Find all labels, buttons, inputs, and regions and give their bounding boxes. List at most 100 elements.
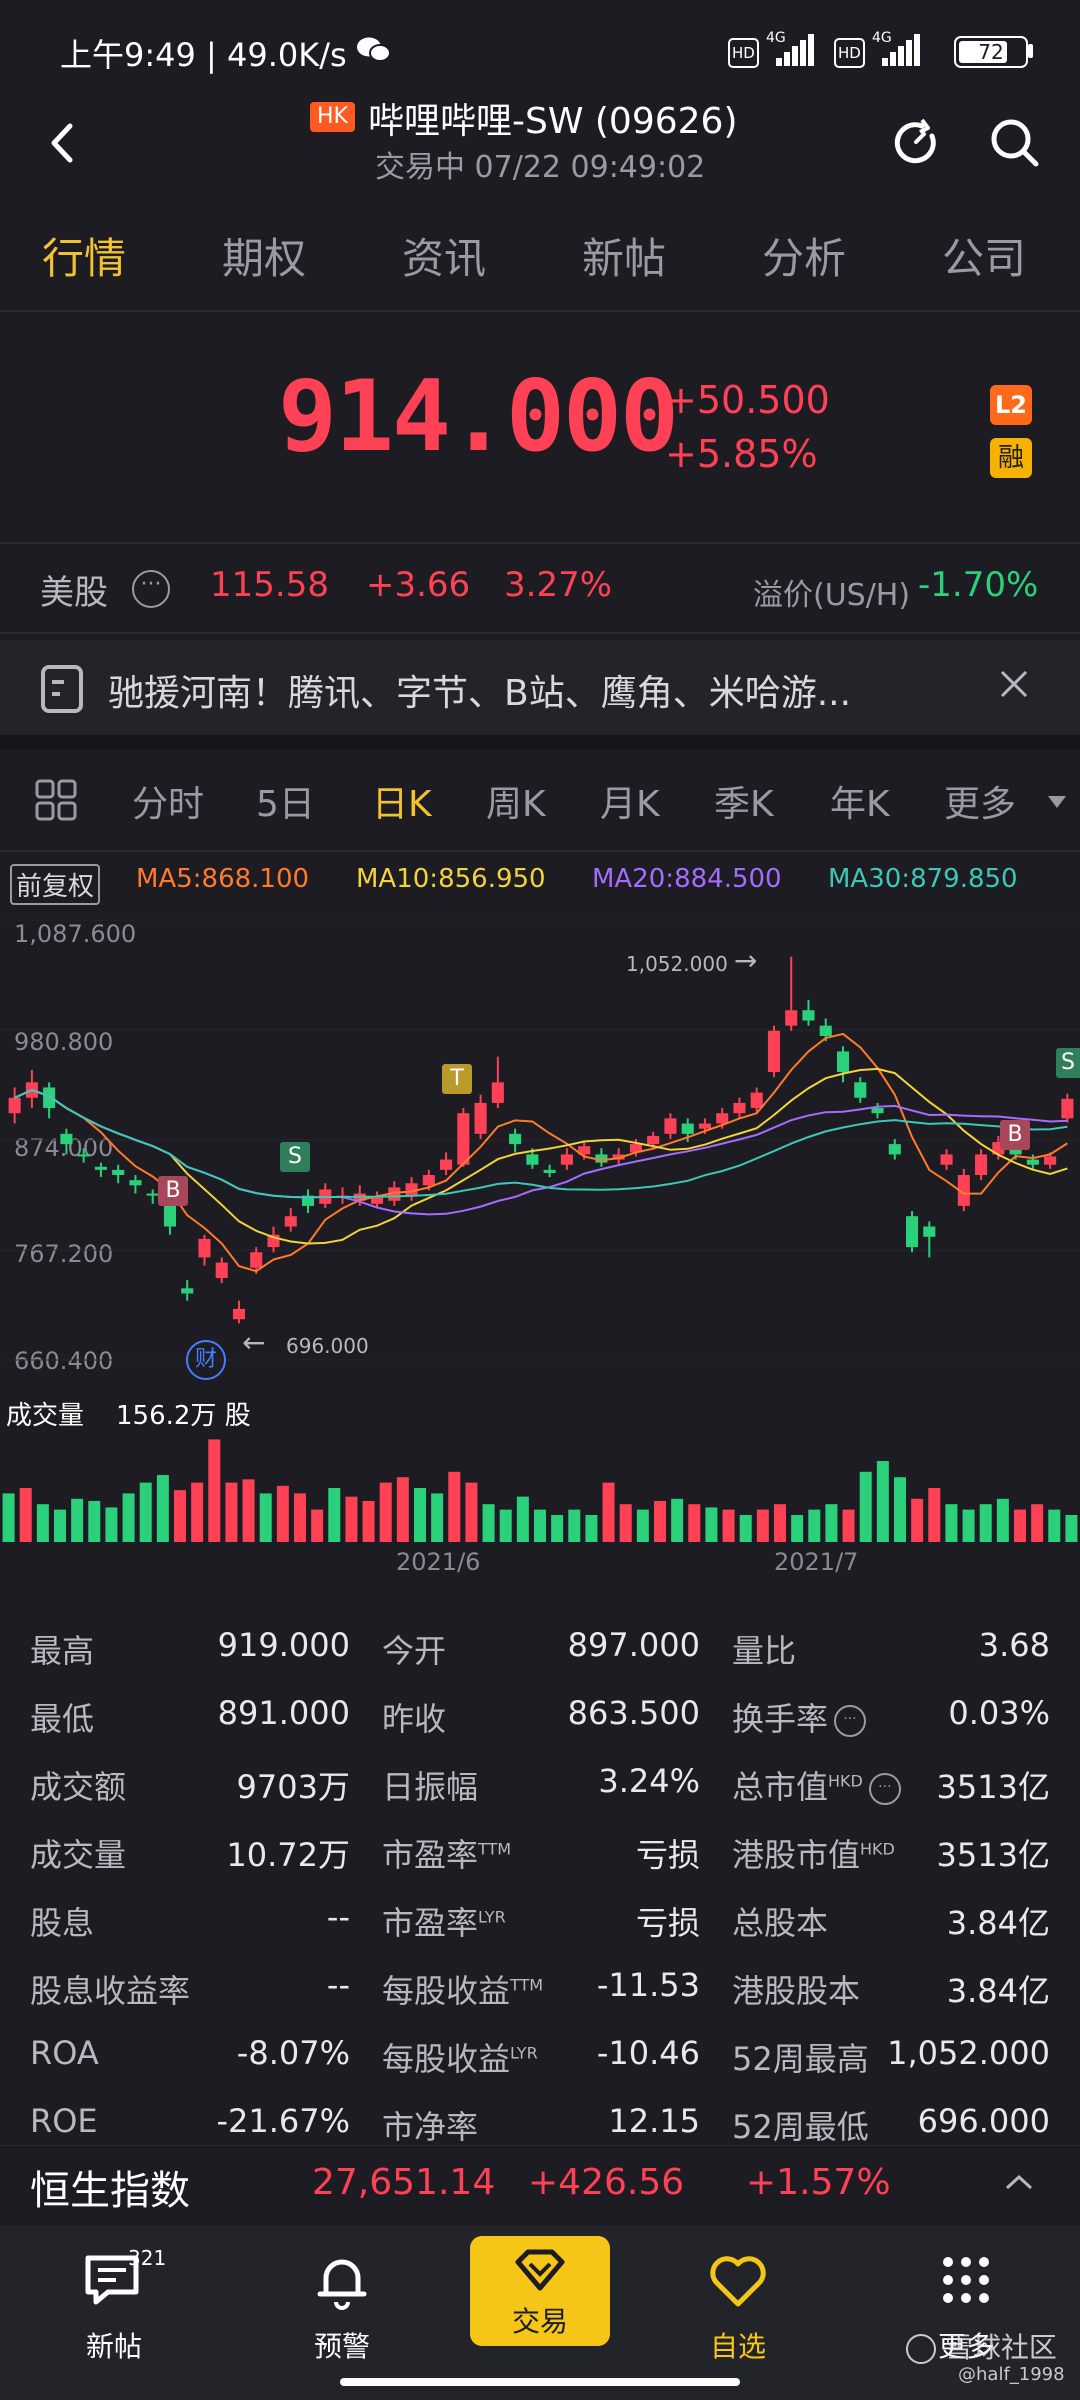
network-type-2: 4G — [872, 30, 892, 46]
ma5-legend: MA5:868.100 — [136, 864, 310, 894]
buy-marker-2[interactable]: B — [1000, 1120, 1030, 1150]
stat-label: ROA — [30, 2034, 99, 2072]
nav-more-label: 更多 — [937, 2330, 994, 2363]
stat-label: 市盈率LYR — [382, 1898, 506, 1944]
grid-layout-button[interactable] — [34, 778, 78, 822]
tab-posts[interactable]: 新帖 — [582, 234, 667, 283]
stat-label: 日振幅 — [382, 1762, 478, 1808]
volume-bar — [208, 1439, 221, 1542]
nav-posts-button[interactable]: 321 — [40, 2240, 180, 2370]
earnings-marker[interactable]: 财 — [186, 1340, 226, 1380]
chevron-up-icon[interactable] — [1004, 2172, 1034, 2192]
volume-chart[interactable] — [0, 1430, 1080, 1542]
search-button[interactable] — [986, 114, 1042, 170]
stat-value: -- — [326, 1966, 350, 2004]
stat-label: 今开 — [382, 1626, 446, 1672]
candle-body — [681, 1123, 694, 1134]
chart-tab-intraday[interactable]: 分时 — [132, 784, 205, 825]
info-icon[interactable]: ··· — [868, 1773, 901, 1805]
tab-analysis[interactable]: 分析 — [762, 234, 847, 283]
tab-company[interactable]: 公司 — [942, 234, 1027, 283]
stat-value: 1,052.000 — [887, 2034, 1050, 2072]
volume-bar — [979, 1504, 992, 1542]
candle-body — [301, 1195, 315, 1206]
high-annotation: 1,052.000 — [626, 952, 728, 976]
volume-bar — [756, 1509, 769, 1542]
nav-trade-label: 交易 — [511, 2305, 568, 2338]
stat-value: 897.000 — [567, 1626, 700, 1664]
chart-tab-daily[interactable]: 日K — [372, 784, 432, 825]
volume-bar — [311, 1509, 324, 1542]
divider — [0, 632, 1080, 634]
volume-bar — [396, 1477, 409, 1542]
y-axis-label: 980.800 — [14, 1028, 114, 1056]
tab-options[interactable]: 期权 — [222, 234, 307, 283]
stat-label: 52周最低 — [732, 2102, 869, 2145]
margin-badge[interactable]: 融 — [990, 438, 1032, 478]
nav-more-button[interactable] — [896, 2240, 1036, 2370]
candle-body — [94, 1166, 107, 1170]
dots-grid-icon — [943, 2257, 989, 2303]
news-icon — [40, 664, 84, 714]
sell-marker[interactable]: S — [280, 1142, 310, 1172]
chart-tab-monthly[interactable]: 月K — [600, 784, 660, 825]
hd-indicator: HD — [728, 38, 759, 68]
nav-alert-button[interactable] — [272, 2240, 412, 2370]
ma30-line — [14, 1088, 1068, 1199]
network-type: 4G — [766, 30, 786, 46]
volume-bar — [996, 1498, 1009, 1542]
candle-body — [232, 1308, 246, 1320]
stats-grid: 最高 919.000 今开 897.000 量比 3.68 最低 891.000 昨收 863.5… — [0, 1610, 1080, 2145]
volume-bar — [294, 1493, 306, 1542]
stat-value: 696.000 — [917, 2102, 1050, 2140]
volume-bar — [259, 1493, 272, 1542]
chart-tab-yearly[interactable]: 年K — [830, 784, 890, 825]
tab-news[interactable]: 资讯 — [402, 234, 487, 283]
info-icon[interactable]: ··· — [834, 1705, 867, 1737]
back-button[interactable] — [40, 118, 90, 168]
chart-tab-5day[interactable]: 5日 — [256, 784, 315, 825]
candle-body — [422, 1175, 435, 1186]
volume-bar — [842, 1509, 855, 1542]
nav-watchlist-button[interactable] — [668, 2240, 808, 2370]
stat-label-sup: TTM — [510, 1975, 544, 1995]
info-icon[interactable]: ··· — [132, 570, 170, 608]
volume-bar — [2, 1493, 15, 1542]
divider — [0, 850, 1080, 852]
chart-tab-quarterly[interactable]: 季K — [714, 784, 774, 825]
us-stock-price: 115.58 — [210, 565, 329, 605]
chart-tab-weekly[interactable]: 周K — [486, 784, 546, 825]
tab-quote[interactable]: 行情 — [42, 234, 127, 283]
volume-bar — [191, 1482, 204, 1542]
volume-bar — [71, 1498, 84, 1542]
premium-value: -1.70% — [918, 565, 1039, 605]
candlestick-chart[interactable] — [0, 900, 1080, 1380]
transfer-marker[interactable]: T — [442, 1064, 472, 1094]
stat-value: 3.68 — [978, 1626, 1050, 1664]
news-banner[interactable]: 驰援河南！腾讯、字节、B站、鹰角、米哈游... — [0, 640, 1080, 735]
volume-bar — [122, 1493, 135, 1542]
nav-trade-button[interactable]: 交易 — [470, 2236, 610, 2346]
market-badge: HK — [310, 102, 355, 132]
volume-bar — [448, 1471, 461, 1542]
chart-tab-more[interactable]: 更多 — [944, 784, 1017, 825]
volume-bar — [534, 1509, 546, 1542]
candle-body — [957, 1175, 970, 1206]
candle-body — [578, 1146, 591, 1155]
refresh-button[interactable] — [888, 114, 944, 170]
x-axis-label: 2021/7 — [774, 1548, 859, 1576]
close-button[interactable] — [998, 668, 1030, 700]
candle-body — [129, 1180, 142, 1186]
home-indicator[interactable] — [340, 2378, 740, 2386]
level2-badge[interactable]: L2 — [990, 385, 1032, 425]
volume-bar — [808, 1509, 821, 1542]
buy-marker[interactable]: B — [158, 1176, 188, 1206]
stat-label: 成交量 — [30, 1830, 126, 1876]
sell-marker-2[interactable]: S — [1056, 1048, 1080, 1078]
chevron-down-icon[interactable] — [1048, 796, 1066, 808]
stat-label-sup: TTM — [478, 1839, 512, 1859]
stat-label-text: ROA — [30, 2034, 99, 2072]
index-bar[interactable]: 恒生指数 27,651.14 +426.56 +1.57% — [0, 2145, 1080, 2226]
adjust-selector[interactable]: 前复权 — [10, 864, 101, 905]
candle-body — [854, 1082, 867, 1098]
